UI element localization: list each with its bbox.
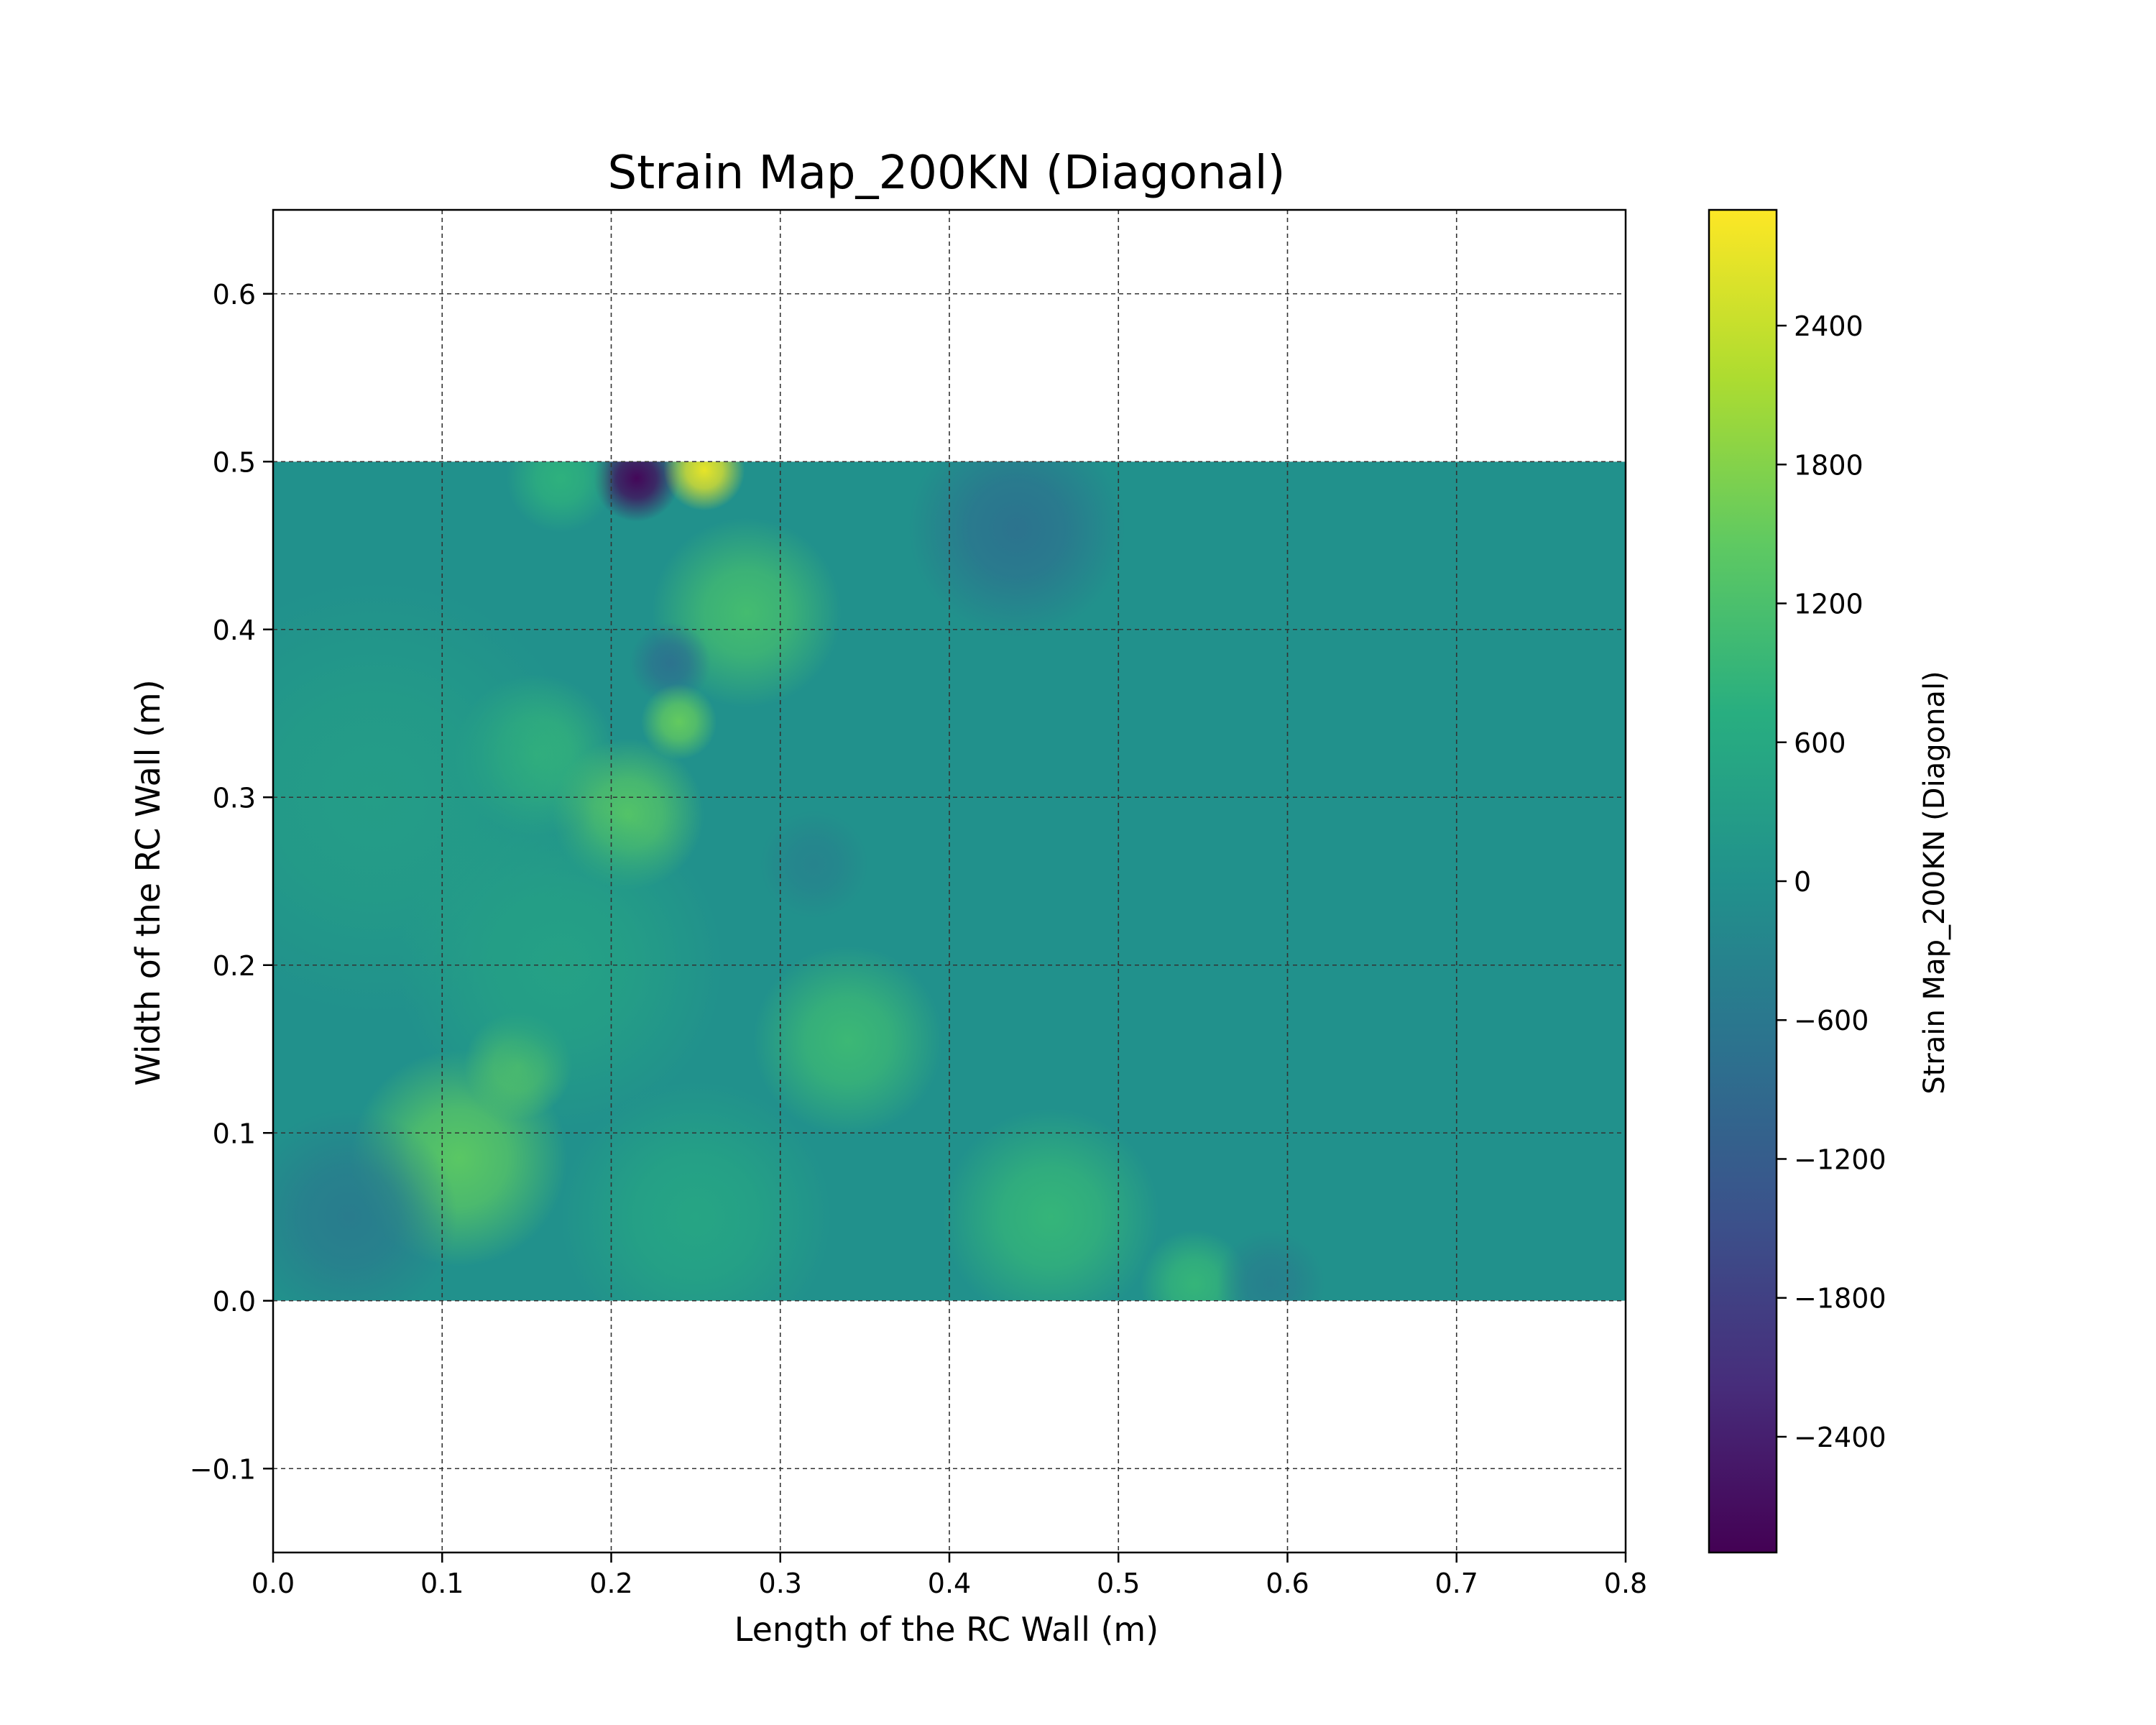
- field-feature: [593, 461, 680, 522]
- field-feature: [1216, 1230, 1325, 1301]
- grid-lines: [273, 210, 1626, 1552]
- colorbar-tick-label: −1200: [1794, 1144, 1886, 1175]
- field-feature: [908, 461, 1125, 638]
- colorbar-tick-label: 1800: [1794, 449, 1864, 481]
- colorbar-label: Strain Map_200KN (Diagonal): [1918, 671, 1951, 1094]
- y-tick-label: 0.4: [213, 615, 256, 646]
- x-axis-label: Length of the RC Wall (m): [734, 1610, 1158, 1649]
- y-tick-label: 0.1: [213, 1118, 256, 1149]
- colorbar-tick-label: 0: [1794, 866, 1811, 898]
- field-feature: [630, 622, 711, 704]
- field-feature: [942, 1108, 1159, 1301]
- y-tick-label: 0.0: [213, 1286, 256, 1317]
- field-feature: [273, 1108, 458, 1301]
- x-tick-label: 0.5: [1097, 1568, 1140, 1599]
- y-tick-label: 0.6: [213, 279, 256, 310]
- y-tick-label: −0.1: [190, 1453, 256, 1485]
- y-tick-label: 0.2: [213, 950, 256, 982]
- field-feature: [760, 810, 869, 919]
- x-tick-label: 0.4: [928, 1568, 971, 1599]
- x-tick-label: 0.7: [1435, 1568, 1478, 1599]
- x-tick-label: 0.2: [589, 1568, 632, 1599]
- colorbar-tick-label: −2400: [1794, 1422, 1886, 1453]
- chart-title: Strain Map_200KN (Diagonal): [608, 147, 1286, 200]
- field-feature: [506, 461, 615, 533]
- field-feature: [663, 461, 745, 511]
- heatmap-field: [273, 461, 1626, 1301]
- colorbar: [1708, 208, 1778, 1554]
- colorbar-tick-label: 600: [1794, 727, 1846, 759]
- x-tick-label: 0.6: [1266, 1568, 1309, 1599]
- x-tick-label: 0.1: [420, 1568, 464, 1599]
- colorbar-tick-label: −1800: [1794, 1283, 1886, 1315]
- colorbar-tick-label: 2400: [1794, 310, 1864, 342]
- colorbar-tick-label: 1200: [1794, 589, 1864, 620]
- y-tick-label: 0.3: [213, 782, 256, 814]
- x-tick-label: 0.8: [1604, 1568, 1647, 1599]
- x-axis: 0.0 0.1 0.2 0.3 0.4 0.5 0.6 0.7 0.8: [252, 1552, 1647, 1599]
- field-feature: [560, 1081, 831, 1301]
- colorbar-tick-label: −600: [1794, 1005, 1869, 1036]
- field-feature: [753, 946, 943, 1136]
- y-axis: −0.1 0.0 0.1 0.2 0.3 0.4 0.5 0.6: [190, 279, 273, 1485]
- x-tick-label: 0.3: [759, 1568, 802, 1599]
- y-axis-label: Width of the RC Wall (m): [129, 679, 167, 1085]
- y-tick-label: 0.5: [213, 446, 256, 478]
- field-feature: [640, 684, 717, 760]
- colorbar-axis: 2400 1800 1200 600 0 −600 −1200 −1800 −2400: [1777, 310, 1886, 1453]
- x-tick-label: 0.0: [252, 1568, 295, 1599]
